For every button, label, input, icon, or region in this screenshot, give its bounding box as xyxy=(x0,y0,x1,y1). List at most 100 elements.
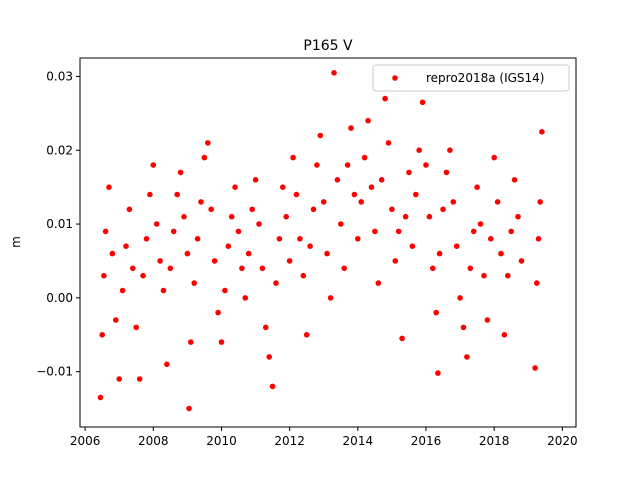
data-point xyxy=(273,280,279,286)
data-point xyxy=(286,258,293,264)
legend: repro2018a (IGS14) xyxy=(372,64,570,92)
data-point xyxy=(477,221,484,227)
x-tick-label: 2010 xyxy=(206,434,237,448)
data-point xyxy=(235,228,242,235)
data-point xyxy=(508,228,514,235)
data-point xyxy=(225,243,232,249)
data-point xyxy=(382,95,388,102)
data-point xyxy=(263,324,269,331)
data-point xyxy=(532,365,538,371)
data-point xyxy=(99,332,105,338)
data-point xyxy=(433,309,440,316)
data-point xyxy=(177,169,184,176)
data-point xyxy=(290,154,296,161)
data-point xyxy=(402,213,409,220)
data-point xyxy=(518,258,525,264)
data-point xyxy=(361,154,368,161)
data-point xyxy=(102,228,109,235)
data-point xyxy=(450,199,457,205)
data-point xyxy=(484,317,491,323)
data-point xyxy=(283,213,290,220)
data-point xyxy=(535,236,542,242)
data-point xyxy=(314,162,320,168)
data-point xyxy=(399,335,405,342)
data-point xyxy=(515,213,521,220)
data-point xyxy=(498,250,504,257)
data-point xyxy=(453,243,460,249)
data-point xyxy=(133,324,139,331)
x-tick-label: 2008 xyxy=(138,434,169,448)
data-point xyxy=(222,287,228,294)
data-point xyxy=(537,199,543,205)
legend-marker xyxy=(392,75,398,81)
data-point xyxy=(344,162,351,168)
data-point xyxy=(338,221,344,227)
data-point xyxy=(106,184,112,190)
data-point xyxy=(150,162,157,168)
x-tick-label: 2006 xyxy=(70,434,101,448)
data-point xyxy=(368,184,375,190)
data-point xyxy=(239,265,245,272)
y-tick-label: 0.00 xyxy=(46,291,73,305)
data-point xyxy=(143,236,150,242)
data-point xyxy=(130,265,136,272)
data-point xyxy=(276,236,283,242)
data-point xyxy=(186,405,192,412)
data-point xyxy=(457,295,463,301)
legend-label: repro2018a (IGS14) xyxy=(426,71,544,85)
data-point xyxy=(293,191,300,198)
data-point xyxy=(467,265,474,272)
data-point xyxy=(97,394,104,401)
data-point xyxy=(188,339,194,345)
data-point xyxy=(205,140,211,146)
y-tick-label: −0.01 xyxy=(36,365,73,379)
data-point xyxy=(119,287,126,294)
data-point xyxy=(423,162,429,168)
data-point xyxy=(426,213,433,220)
x-tick-label: 2014 xyxy=(343,434,374,448)
data-point xyxy=(511,177,518,183)
data-point xyxy=(406,169,412,176)
data-point xyxy=(494,199,501,205)
data-point xyxy=(303,332,310,338)
data-point xyxy=(375,280,382,286)
data-point xyxy=(198,199,204,205)
data-point xyxy=(389,206,395,213)
data-point xyxy=(488,236,494,242)
data-point xyxy=(191,280,197,286)
data-point xyxy=(378,177,385,183)
x-tick-label: 2020 xyxy=(547,434,578,448)
data-point xyxy=(395,228,402,235)
data-point xyxy=(116,376,122,382)
data-point xyxy=(481,272,487,279)
data-point xyxy=(208,206,214,213)
data-point xyxy=(491,154,498,161)
data-point xyxy=(123,243,129,249)
data-point xyxy=(351,191,358,198)
data-point xyxy=(164,361,170,368)
data-point xyxy=(218,339,225,345)
data-point xyxy=(181,213,187,220)
data-point xyxy=(447,147,453,153)
data-point xyxy=(215,309,221,316)
data-point xyxy=(358,199,365,205)
data-point xyxy=(505,272,511,279)
data-point xyxy=(167,265,174,272)
data-point xyxy=(160,287,167,294)
y-axis: −0.01 0.00 0.01 0.02 0.03 xyxy=(36,69,80,379)
data-point xyxy=(232,184,238,190)
series-points xyxy=(97,70,545,412)
y-tick-label: 0.02 xyxy=(46,143,73,157)
data-point xyxy=(334,177,341,183)
data-point xyxy=(365,117,371,124)
data-point xyxy=(245,250,252,257)
chart-title: P165 V xyxy=(303,38,353,54)
data-point xyxy=(170,228,177,235)
data-point xyxy=(109,250,116,257)
data-point xyxy=(242,295,249,301)
data-point xyxy=(259,265,266,272)
data-point xyxy=(474,184,480,190)
data-point xyxy=(355,236,361,242)
data-point xyxy=(147,191,153,198)
